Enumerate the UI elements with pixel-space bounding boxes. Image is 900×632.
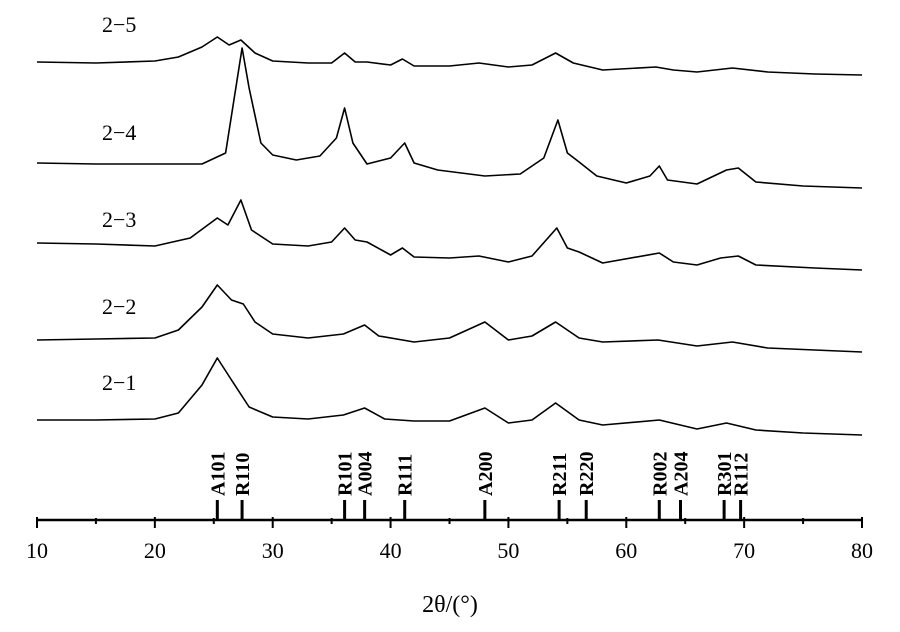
reference-label: R101 (335, 452, 357, 496)
xrd-trace (36, 199, 863, 271)
reference-label: A204 (671, 452, 693, 496)
reference-label: R211 (549, 453, 571, 496)
reference-label: R111 (395, 454, 417, 496)
reference-label: R301 (714, 452, 736, 496)
reference-label: R002 (649, 452, 671, 496)
series-label: 2−3 (102, 207, 136, 232)
x-tick-label: 70 (733, 538, 755, 563)
xrd-trace (36, 47, 863, 189)
reference-label: A004 (355, 452, 377, 496)
reference-label: R110 (232, 453, 254, 496)
x-tick-label: 30 (262, 538, 284, 563)
reference-label: R112 (731, 453, 753, 496)
series-label: 2−5 (102, 12, 136, 37)
x-tick-label: 80 (851, 538, 873, 563)
x-axis-label: 2θ/(°) (422, 592, 478, 618)
x-tick-label: 20 (144, 538, 166, 563)
xrd-trace (37, 357, 863, 436)
x-tick-label: 60 (615, 538, 637, 563)
series-label: 2−1 (102, 370, 136, 395)
reference-label: A200 (475, 452, 497, 496)
x-tick-label: 50 (497, 538, 519, 563)
series-label: 2−2 (102, 294, 136, 319)
series-label: 2−4 (102, 120, 136, 145)
xrd-trace (36, 36, 863, 76)
reference-label: A101 (207, 452, 229, 496)
x-tick-label: 40 (380, 538, 402, 563)
x-tick-label: 10 (26, 538, 48, 563)
xrd-trace (36, 284, 863, 353)
reference-label: R220 (576, 452, 598, 496)
